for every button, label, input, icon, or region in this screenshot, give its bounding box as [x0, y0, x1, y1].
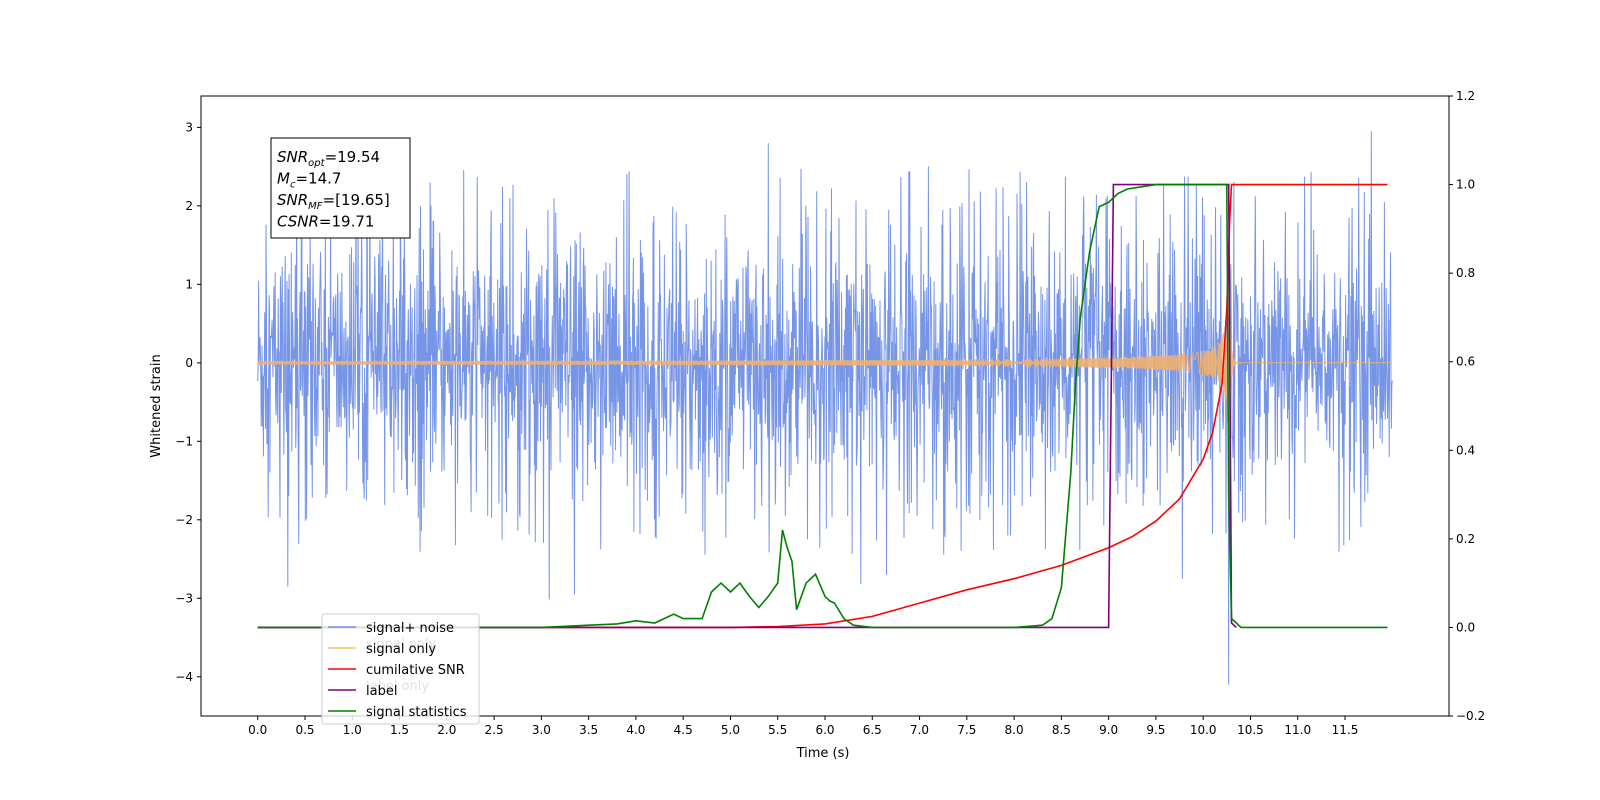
y-left-tick-label: 2 — [185, 199, 193, 213]
x-tick-label: 3.5 — [579, 723, 598, 737]
x-tick-label: 1.5 — [390, 723, 409, 737]
y-left-tick-label: −4 — [175, 670, 193, 684]
y-left-tick-label: −1 — [175, 434, 193, 448]
y-right-tick-label: 0.6 — [1456, 355, 1475, 369]
legend-label: signal statistics — [366, 705, 467, 720]
legend-ghost-label: label only — [366, 679, 429, 694]
signal-only-line — [257, 277, 1393, 475]
y-right-tick-label: 0.8 — [1456, 266, 1475, 280]
annotation-line: SNRMF=[19.65] — [277, 191, 390, 212]
annotation-line: SNRopt=19.54 — [277, 148, 380, 169]
x-tick-label: 4.5 — [674, 723, 693, 737]
x-tick-label: 5.5 — [768, 723, 787, 737]
y-left-tick-label: 1 — [185, 277, 193, 291]
y-right-tick-label: 0.0 — [1456, 620, 1475, 634]
annotation-line: CSNR=19.71 — [277, 213, 374, 231]
legend-label: label — [366, 684, 397, 699]
x-tick-label: 9.0 — [1099, 723, 1118, 737]
cumilative-snr-line — [257, 183, 1388, 629]
legend-label: signal+ noise — [366, 621, 454, 636]
x-tick-label: 11.0 — [1284, 723, 1311, 737]
x-tick-label: 4.0 — [626, 723, 645, 737]
y-axis-label: Whitened strain — [149, 354, 164, 457]
legend-frame — [321, 613, 480, 725]
legend-ghost-label: signal only — [366, 637, 436, 652]
y-right-tick-label: −0.2 — [1456, 709, 1485, 723]
annotation-line: Mc=14.7 — [277, 170, 341, 191]
legend-label: signal only — [366, 642, 436, 657]
y-right-tick-label: 0.4 — [1456, 443, 1475, 457]
y-axis-right: 1.2 1.0 0.8 0.6 0.4 0.2 0.0 −0.2 — [1449, 89, 1485, 723]
signal-noise-series — [257, 131, 1393, 685]
x-axis: 0.0 0.5 1.0 1.5 2.0 2.5 3.0 3.5 4.0 4.5 5.0 5.5 6.0 6… — [248, 716, 1358, 737]
x-tick-label: 7.0 — [910, 723, 929, 737]
y-left-tick-label: 3 — [185, 120, 193, 134]
x-tick-label: 6.0 — [815, 723, 834, 737]
y-right-tick-label: 1.2 — [1456, 89, 1475, 103]
x-tick-label: 3.0 — [532, 723, 551, 737]
x-tick-label: 10.5 — [1237, 723, 1264, 737]
x-tick-label: 8.5 — [1052, 723, 1071, 737]
signal-noise-line — [257, 131, 1393, 685]
legend-label: cumilative SNR — [366, 663, 465, 678]
right-axis-series — [257, 183, 1388, 629]
stats-annotation-box: SNRopt=19.54Mc=14.7SNRMF=[19.65]CSNR=19.… — [270, 137, 411, 239]
x-tick-label: 10.0 — [1190, 723, 1217, 737]
y-left-tick-label: −2 — [175, 513, 193, 527]
y-left-tick-label: −3 — [175, 591, 193, 605]
x-tick-label: 2.0 — [437, 723, 456, 737]
x-axis-label: Time (s) — [796, 746, 850, 761]
x-tick-label: 8.0 — [1005, 723, 1024, 737]
signal-only-series — [257, 277, 1393, 475]
x-tick-label: 1.0 — [343, 723, 362, 737]
x-tick-label: 0.5 — [295, 723, 314, 737]
y-right-tick-label: 1.0 — [1456, 178, 1475, 192]
x-tick-label: 11.5 — [1332, 723, 1359, 737]
y-axis-left: 3 2 1 0 −1 −2 −3 −4 — [175, 120, 201, 684]
y-right-tick-label: 0.2 — [1456, 532, 1475, 546]
signal-statistics-line — [257, 183, 1388, 629]
x-tick-label: 6.5 — [863, 723, 882, 737]
x-tick-label: 5.0 — [721, 723, 740, 737]
x-tick-label: 2.5 — [485, 723, 504, 737]
x-tick-label: 9.5 — [1146, 723, 1165, 737]
x-tick-label: 7.5 — [957, 723, 976, 737]
x-tick-label: 0.0 — [248, 723, 267, 737]
annotation-frame — [270, 137, 411, 239]
y-left-tick-label: 0 — [185, 356, 193, 370]
